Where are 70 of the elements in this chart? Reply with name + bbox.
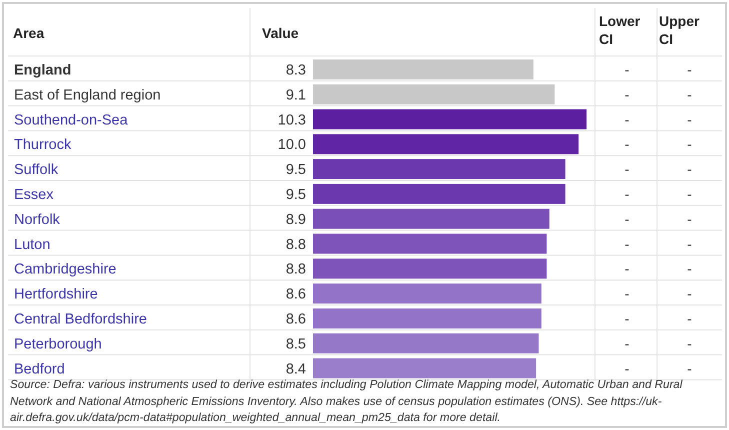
bar [313, 109, 587, 130]
bar [313, 134, 579, 154]
text: - [624, 260, 630, 277]
y-axis-title: Area [13, 25, 44, 41]
data-label: 9.1 [286, 87, 306, 104]
text: - [687, 335, 692, 352]
y-tick-label: Luton [14, 236, 50, 253]
data-label: 8.5 [286, 336, 306, 352]
text: - [624, 236, 630, 252]
y-tick-label: Thurrock [14, 137, 72, 154]
y-tick-label: Southend-on-Sea [14, 112, 129, 128]
bar [313, 333, 539, 354]
text: - [624, 161, 630, 178]
text: - [687, 286, 692, 302]
text: Lower CI [599, 13, 641, 47]
bar [313, 358, 536, 378]
y-tick-label: Peterborough [14, 336, 102, 352]
bar [313, 308, 542, 328]
data-label: 8.8 [286, 236, 306, 253]
bar [313, 284, 542, 304]
bar [313, 208, 550, 229]
y-tick-label: Bedford [14, 361, 65, 378]
text: - [624, 360, 630, 376]
bar [313, 159, 566, 180]
text: - [687, 61, 692, 78]
text: - [687, 161, 692, 178]
text: - [624, 111, 630, 128]
y-tick-label: England [14, 62, 72, 78]
data-label: 8.9 [286, 212, 306, 228]
data-label: 9.5 [286, 162, 306, 178]
data-label: 8.6 [286, 286, 306, 303]
bar [313, 258, 547, 279]
text: - [687, 136, 692, 152]
annotation: Source: Defra: various instruments used to derive estimates including Polution Climate Mapping model, Automatic Urban and Rural Network and National Atmospheric Emissions Inventory. Also makes use of census population estimates (ONS). See https://uk-air.defra.gov.uk/data/pcm-data#population_weighted_annual_mean_pm25_data for more detail. [10, 378, 682, 424]
y-tick-label: Cambridgeshire [14, 262, 116, 278]
data-label: 8.6 [286, 311, 306, 328]
text: Upper CI [659, 13, 700, 47]
text: - [687, 260, 692, 277]
text: - [687, 310, 692, 326]
x-axis-title: Value [262, 25, 299, 41]
text: - [624, 86, 630, 102]
y-tick-label: Hertfordshire [14, 286, 98, 303]
bar [313, 59, 534, 80]
data-label: 8.3 [286, 62, 306, 78]
text: - [624, 186, 630, 202]
text: - [687, 111, 692, 128]
bar [313, 84, 555, 104]
text: - [687, 86, 692, 102]
bar [313, 184, 566, 204]
data-label: 10.3 [278, 112, 306, 128]
y-tick-label: Norfolk [14, 212, 61, 228]
text: - [624, 286, 630, 302]
y-tick-label: East of England region [14, 87, 161, 104]
text: - [624, 335, 630, 352]
text: - [687, 186, 692, 202]
y-tick-label: Essex [14, 186, 54, 203]
text: - [624, 310, 630, 326]
data-label: 8.8 [286, 262, 306, 278]
data-label: 8.4 [286, 361, 306, 378]
data-label: 9.5 [286, 186, 306, 203]
text: - [687, 236, 692, 252]
y-tick-label: Central Bedfordshire [14, 311, 147, 328]
text: - [624, 61, 630, 78]
text: - [687, 210, 692, 227]
data-label: 10.0 [278, 137, 306, 154]
text: - [624, 136, 630, 152]
bar [313, 234, 547, 254]
text: - [624, 210, 630, 227]
y-tick-label: Suffolk [14, 162, 59, 178]
text: - [687, 360, 692, 376]
